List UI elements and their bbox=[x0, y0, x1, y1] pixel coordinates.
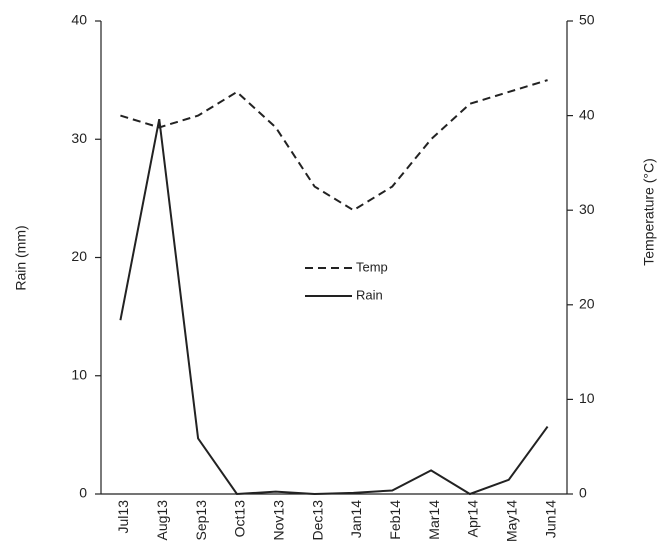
legend-label: Temp bbox=[356, 259, 388, 274]
series-line bbox=[120, 79, 548, 212]
x-tick-label: Mar14 bbox=[426, 500, 442, 540]
x-tick-label: Jan14 bbox=[348, 500, 364, 538]
series-line bbox=[119, 118, 549, 496]
y2-axis-title: Temperature (°C) bbox=[641, 158, 657, 266]
y2-tick-label: 40 bbox=[579, 106, 595, 122]
x-tick-label: Nov13 bbox=[270, 500, 286, 541]
y2-tick-label: 20 bbox=[579, 296, 595, 312]
x-tick-label: Jun14 bbox=[542, 500, 558, 538]
x-tick-label: Oct13 bbox=[232, 500, 248, 538]
x-tick-label: May14 bbox=[503, 500, 519, 542]
x-tick-label: Feb14 bbox=[387, 500, 403, 540]
x-tick-label: Apr14 bbox=[465, 500, 481, 538]
y-tick-label: 20 bbox=[71, 248, 87, 264]
x-tick-label: Jul13 bbox=[115, 500, 131, 534]
y-tick-label: 40 bbox=[71, 12, 87, 28]
y-tick-label: 0 bbox=[79, 485, 87, 501]
y2-tick-label: 50 bbox=[579, 12, 595, 28]
y2-tick-label: 30 bbox=[579, 201, 595, 217]
x-tick-label: Sep13 bbox=[193, 500, 209, 541]
x-tick-label: Aug13 bbox=[154, 500, 170, 541]
y-tick-label: 30 bbox=[71, 130, 87, 146]
y2-tick-label: 0 bbox=[579, 485, 587, 501]
x-tick-label: Dec13 bbox=[309, 500, 325, 541]
y-axis-title: Rain (mm) bbox=[13, 225, 29, 290]
y-tick-label: 10 bbox=[71, 366, 87, 382]
legend-label: Rain bbox=[356, 287, 383, 302]
y2-tick-label: 10 bbox=[579, 390, 595, 406]
